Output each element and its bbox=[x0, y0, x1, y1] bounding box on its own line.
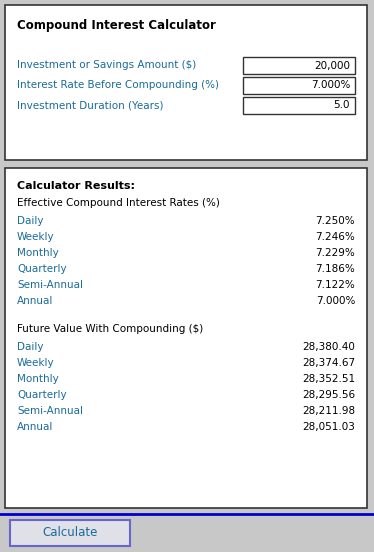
Text: 7.246%: 7.246% bbox=[315, 232, 355, 242]
Text: Monthly: Monthly bbox=[17, 374, 59, 384]
Text: Monthly: Monthly bbox=[17, 248, 59, 258]
Text: 7.250%: 7.250% bbox=[315, 216, 355, 226]
Text: Quarterly: Quarterly bbox=[17, 390, 67, 400]
Text: 7.229%: 7.229% bbox=[315, 248, 355, 258]
Text: Calculator Results:: Calculator Results: bbox=[17, 181, 135, 191]
Text: 28,374.67: 28,374.67 bbox=[302, 358, 355, 368]
Bar bbox=[10, 520, 130, 546]
Text: 28,380.40: 28,380.40 bbox=[302, 342, 355, 352]
Text: Annual: Annual bbox=[17, 422, 53, 432]
Text: 28,295.56: 28,295.56 bbox=[302, 390, 355, 400]
Text: 5.0: 5.0 bbox=[334, 100, 350, 110]
Text: 7.186%: 7.186% bbox=[315, 264, 355, 274]
Bar bbox=[243, 77, 355, 94]
Text: 7.000%: 7.000% bbox=[311, 81, 350, 91]
Text: Weekly: Weekly bbox=[17, 232, 55, 242]
Text: 7.122%: 7.122% bbox=[315, 280, 355, 290]
Text: Compound Interest Calculator: Compound Interest Calculator bbox=[17, 19, 216, 32]
Text: Investment Duration (Years): Investment Duration (Years) bbox=[17, 100, 163, 110]
Text: Calculate: Calculate bbox=[42, 527, 98, 539]
Text: Effective Compound Interest Rates (%): Effective Compound Interest Rates (%) bbox=[17, 198, 220, 208]
Bar bbox=[5, 5, 367, 160]
Text: Investment or Savings Amount ($): Investment or Savings Amount ($) bbox=[17, 61, 196, 71]
Text: Interest Rate Before Compounding (%): Interest Rate Before Compounding (%) bbox=[17, 81, 219, 91]
Text: Quarterly: Quarterly bbox=[17, 264, 67, 274]
Text: 7.000%: 7.000% bbox=[316, 296, 355, 306]
Bar bbox=[5, 168, 367, 508]
Text: 28,211.98: 28,211.98 bbox=[302, 406, 355, 416]
Text: 28,352.51: 28,352.51 bbox=[302, 374, 355, 384]
Text: Semi-Annual: Semi-Annual bbox=[17, 406, 83, 416]
Text: Future Value With Compounding ($): Future Value With Compounding ($) bbox=[17, 324, 203, 334]
Text: Daily: Daily bbox=[17, 342, 43, 352]
Bar bbox=[243, 97, 355, 114]
Text: Daily: Daily bbox=[17, 216, 43, 226]
Text: Semi-Annual: Semi-Annual bbox=[17, 280, 83, 290]
Bar bbox=[243, 57, 355, 74]
Text: 20,000: 20,000 bbox=[314, 61, 350, 71]
Text: Annual: Annual bbox=[17, 296, 53, 306]
Text: 28,051.03: 28,051.03 bbox=[302, 422, 355, 432]
Text: Weekly: Weekly bbox=[17, 358, 55, 368]
